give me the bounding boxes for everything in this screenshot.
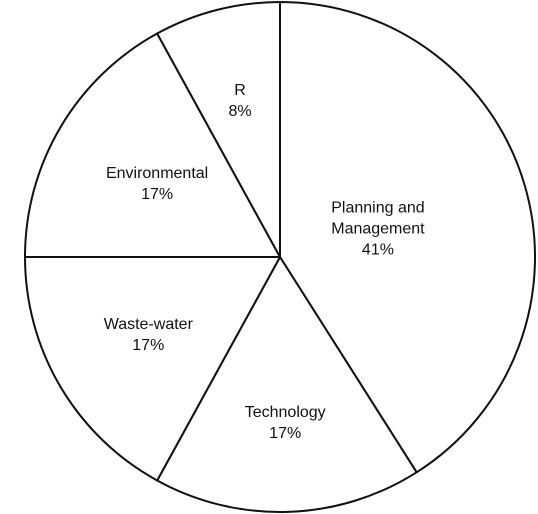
value-label: 17% (132, 336, 165, 354)
value-label: 17% (141, 186, 174, 204)
value-label: 41% (361, 241, 394, 259)
slice-label: Environmental 17% (106, 163, 208, 205)
category-label: Planning and Management (331, 199, 425, 238)
pie-slice (156, 256, 418, 513)
pie-slice (279, 1, 536, 474)
value-label: 17% (269, 424, 302, 442)
category-label: R (234, 82, 246, 100)
slice-label: Waste-water 17% (104, 314, 193, 356)
slice-label: R 8% (228, 80, 251, 122)
slice-label: Technology 17% (245, 402, 326, 444)
category-label: Environmental (105, 165, 209, 183)
category-label: Technology (244, 403, 326, 421)
pie-slice (24, 256, 281, 482)
slice-label: Planning and Management 41% (313, 197, 443, 260)
category-label: Waste-water (103, 315, 193, 333)
value-label: 8% (228, 103, 252, 121)
pie-slice (156, 1, 281, 258)
pie-slice (24, 32, 281, 258)
